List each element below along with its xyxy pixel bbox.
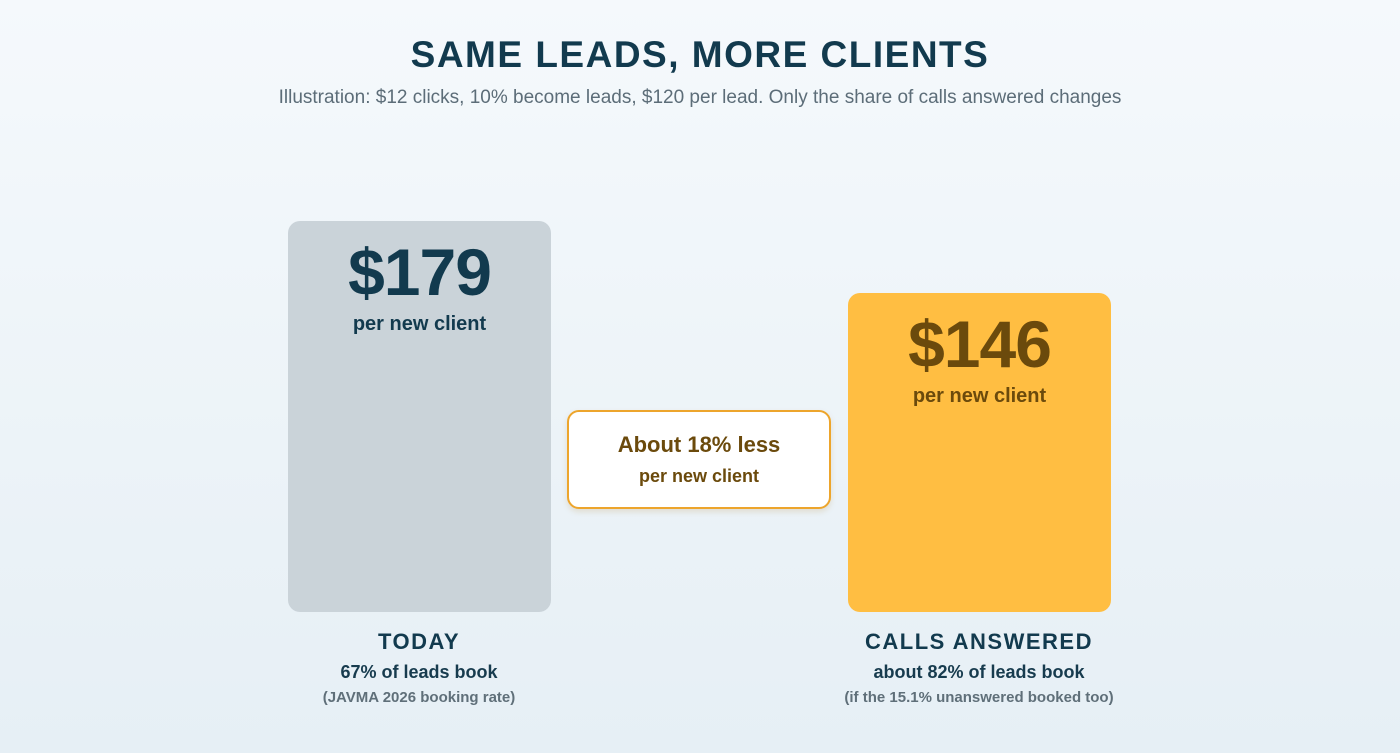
category-title-calls-answered: CALLS ANSWERED xyxy=(865,629,1093,654)
category-note-calls-answered: (if the 15.1% unanswered booked too) xyxy=(844,689,1114,706)
bar-today-value-label: $179 xyxy=(348,235,492,309)
chart-title: SAME LEADS, MORE CLIENTS xyxy=(410,34,990,75)
category-label-calls-answered: CALLS ANSWERED about 82% of leads book (… xyxy=(799,629,1159,706)
category-description-calls-answered: about 82% of leads book xyxy=(873,662,1085,682)
category-note-today: (JAVMA 2026 booking rate) xyxy=(322,689,516,706)
bar-today-unit-label: per new client xyxy=(352,313,487,335)
category-title-today: TODAY xyxy=(377,629,461,654)
bar-calls-answered-unit-label: per new client xyxy=(912,385,1047,407)
difference-callout-sub: per new client xyxy=(638,466,760,486)
bar-calls-answered-value-label: $146 xyxy=(908,307,1052,381)
difference-callout-main: About 18% less xyxy=(617,432,781,457)
bar-today: $179 per new client xyxy=(288,221,551,612)
bar-calls-answered: $146 per new client xyxy=(848,293,1111,612)
chart-subtitle: Illustration: $12 clicks, 10% become lea… xyxy=(278,87,1122,108)
difference-callout: About 18% less per new client xyxy=(567,410,831,509)
category-description-today: 67% of leads book xyxy=(340,662,498,682)
category-label-today: TODAY 67% of leads book (JAVMA 2026 book… xyxy=(239,629,599,706)
